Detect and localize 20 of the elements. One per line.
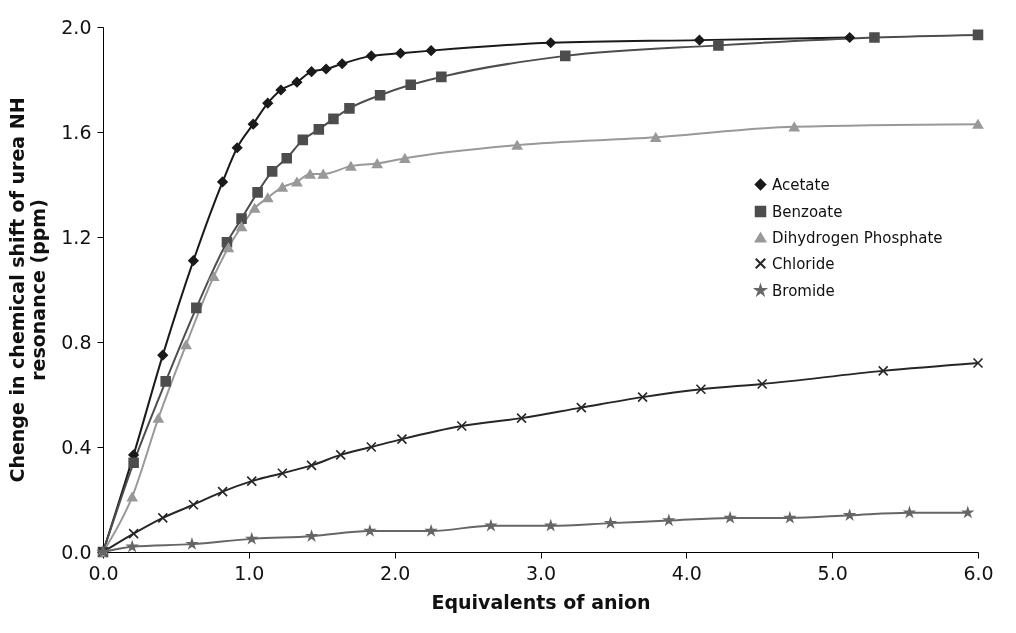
y-tick-label: 1.2 xyxy=(61,225,92,248)
y-axis-title: Chenge in chemical shift of urea NH resonance (ppm) xyxy=(6,97,50,483)
legend-label: Acetate xyxy=(772,175,830,194)
y-tick-label: 1.6 xyxy=(61,120,92,143)
x-tick-label: 0.0 xyxy=(88,561,119,584)
x-tick-label: 1.0 xyxy=(234,561,265,584)
x-tick-label: 3.0 xyxy=(525,561,557,584)
x-tick-label: 5.0 xyxy=(817,561,848,584)
x-tick-label: 2.0 xyxy=(380,561,411,584)
x-tick-label: 4.0 xyxy=(671,561,702,584)
legend-label: Dihydrogen Phosphate xyxy=(772,228,943,247)
legend-label: Benzoate xyxy=(772,202,843,221)
x-axis-title: Equivalents of anion xyxy=(431,590,651,613)
y-tick-label: 2.0 xyxy=(61,15,92,38)
y-tick-label: 0.4 xyxy=(61,435,92,458)
legend-label: Bromide xyxy=(772,281,835,300)
y-tick-label: 0.0 xyxy=(61,540,92,563)
x-tick-label: 6.0 xyxy=(963,561,994,584)
legend-label: Chloride xyxy=(772,254,835,273)
y-tick-label: 0.8 xyxy=(61,330,92,353)
